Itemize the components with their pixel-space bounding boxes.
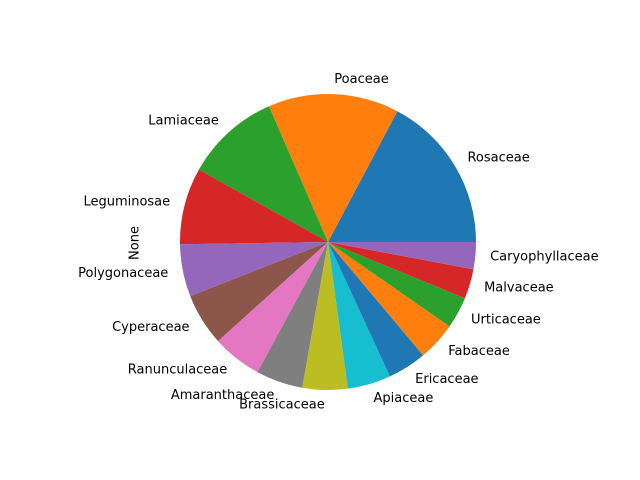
slice-label-cyperaceae: Cyperaceae xyxy=(112,320,189,335)
slice-label-caryophyllaceae: Caryophyllaceae xyxy=(490,250,599,265)
pie-labels: Rosaceae Poaceae Lamiaceae Leguminosae Polyg… xyxy=(78,72,599,412)
pie-slice-rosaceae xyxy=(328,111,477,242)
pie-slice-lamiaceae xyxy=(198,106,328,242)
slice-label-fabaceae: Fabaceae xyxy=(448,344,510,359)
pie-slice-ranunculaceae xyxy=(218,242,328,373)
slice-label-ericaceae: Ericaceae xyxy=(415,372,478,387)
slice-label-urticaceae: Urticaceae xyxy=(471,312,541,327)
pie-slice-apiaceae xyxy=(328,242,390,389)
slice-label-polygonaceae: Polygonaceae xyxy=(78,266,168,281)
pie-slice-leguminosae xyxy=(179,169,328,245)
slice-label-brassicaceae: Brassicaceae xyxy=(239,397,325,412)
slice-label-malvaceae: Malvaceae xyxy=(484,281,554,296)
pie-slices xyxy=(179,94,477,390)
pie-slice-fabaceae xyxy=(328,242,450,356)
slice-label-rosaceae: Rosaceae xyxy=(467,151,529,166)
pie-slice-poaceae xyxy=(268,94,398,243)
pie-slice-ericaceae xyxy=(328,242,424,377)
pie-slice-urticaceae xyxy=(328,242,465,327)
pie-slice-amaranthaceae xyxy=(257,242,328,388)
slice-label-ranunculaceae: Ranunculaceae xyxy=(128,362,228,377)
pie-slice-malvaceae xyxy=(328,242,474,299)
pie-slice-polygonaceae xyxy=(180,242,328,297)
slice-label-lamiaceae: Lamiaceae xyxy=(148,114,219,129)
slice-label-poaceae: Poaceae xyxy=(334,72,388,87)
pie-slice-brassicaceae xyxy=(302,242,348,390)
pie-slice-caryophyllaceae xyxy=(328,242,476,270)
pie-slice-cyperaceae xyxy=(190,242,328,342)
y-axis-label: None xyxy=(128,226,143,260)
slice-label-apiaceae: Apiaceae xyxy=(373,391,433,406)
slice-label-leguminosae: Leguminosae xyxy=(83,195,170,210)
slice-label-amaranthaceae: Amaranthaceae xyxy=(171,388,275,403)
